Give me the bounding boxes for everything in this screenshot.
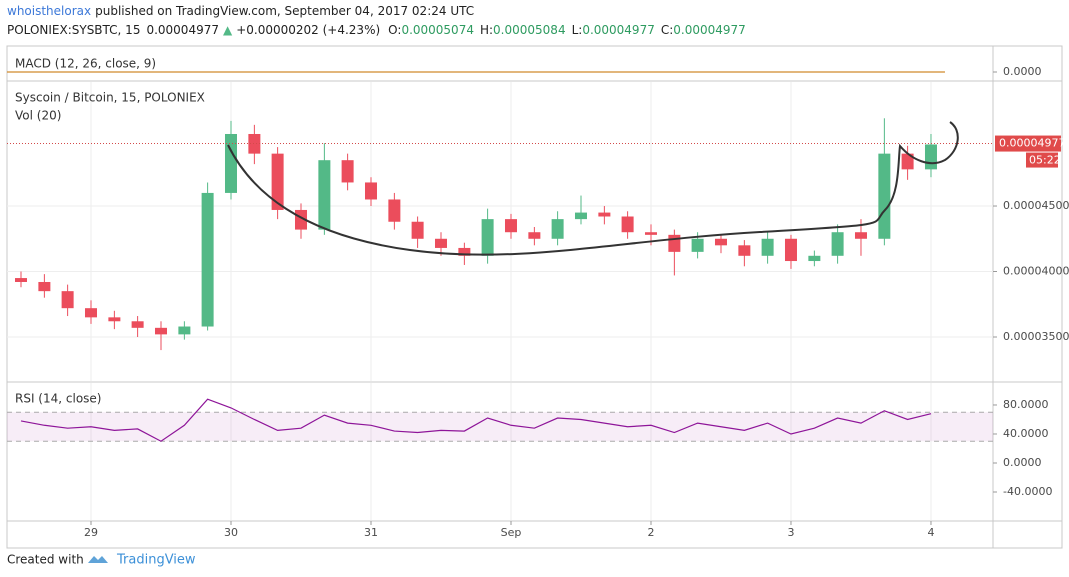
candle-body (621, 216, 634, 233)
ohlc-label: H: (480, 23, 493, 37)
candle-body (388, 199, 401, 222)
published: published on TradingView.com, September … (95, 4, 474, 18)
candle-body (668, 234, 681, 252)
y-tick-label: 0.0000 (1003, 456, 1042, 469)
candle-body (738, 245, 751, 256)
footer-created: Created with (7, 553, 84, 567)
y-tick-label: -40.0000 (1003, 485, 1052, 498)
candle-body (84, 308, 97, 318)
candle-body (644, 232, 657, 235)
candle-body (901, 153, 914, 170)
footer-brand[interactable]: TradingView (116, 553, 196, 568)
candle-body (411, 221, 424, 239)
ohlc-value: 0.00005084 (493, 23, 566, 37)
y-tick-label: 0.0000 (1003, 65, 1042, 78)
candle-body (714, 238, 727, 246)
candle-body (598, 212, 611, 217)
pane-title: RSI (14, close) (15, 392, 101, 406)
candle-body (878, 153, 891, 239)
candle-body (481, 219, 494, 256)
y-tick-label: 0.00004500 (1003, 199, 1069, 212)
pane-subtitle: Vol (20) (15, 109, 61, 123)
candle-body (784, 238, 797, 262)
y-tick-label: 80.0000 (1003, 398, 1049, 411)
pane-title: MACD (12, 26, close, 9) (15, 57, 156, 71)
candle-body (854, 232, 867, 239)
candle-body (178, 326, 191, 335)
candle-body (808, 255, 821, 262)
y-tick-label: 40.0000 (1003, 427, 1049, 440)
symbol: POLONIEX:SYSBTC, 15 (7, 23, 140, 37)
x-tick-label: 31 (364, 526, 378, 539)
countdown: 05:22 (1029, 154, 1061, 167)
candle-body (341, 160, 354, 183)
x-tick-label: 2 (647, 526, 654, 539)
change: +0.00000202 (+4.23%) (236, 23, 380, 37)
candle-body (14, 278, 27, 282)
author[interactable]: whoisthelorax (7, 4, 91, 18)
candle-body (364, 182, 377, 200)
candle-body (761, 238, 774, 256)
rsi-band (7, 412, 993, 442)
ohlc-label: O: (388, 23, 401, 37)
candle-body (574, 212, 587, 220)
pane-title: Syscoin / Bitcoin, 15, POLONIEX (15, 91, 205, 105)
arrow: ▲ (223, 23, 233, 37)
candle-body (61, 291, 74, 309)
candle-body (201, 192, 214, 327)
ohlc-value: 0.00004977 (673, 23, 746, 37)
y-tick-label: 0.00004000 (1003, 265, 1069, 278)
price: 0.00004977 (146, 23, 219, 37)
x-tick-label: 30 (224, 526, 238, 539)
candle-body (434, 238, 447, 248)
x-tick-label: 3 (787, 526, 794, 539)
y-tick-label: 0.00003500 (1003, 330, 1069, 343)
candle-body (551, 219, 564, 239)
plot-layer: 0.00003500 0.00004000 0.00004500 Syscoin / … (7, 57, 1069, 539)
ohlc-value: 0.00004977 (582, 23, 655, 37)
candle-body (154, 327, 167, 335)
candle-body (248, 133, 261, 154)
candle-body (924, 144, 937, 170)
symbol-line: POLONIEX:SYSBTC, 15 0.00004977 ▲ +0.0000020… (7, 23, 746, 37)
candle-body (294, 209, 307, 230)
ohlc-label: C: (661, 23, 673, 37)
ohlc-value: 0.00005074 (401, 23, 474, 37)
candle-body (224, 133, 237, 193)
candle-body (318, 160, 331, 230)
last-price-label: 0.00004977 (999, 137, 1065, 150)
candle-body (131, 321, 144, 328)
x-tick-label: 29 (84, 526, 98, 539)
candle-body (528, 232, 541, 239)
x-tick-label: 4 (927, 526, 934, 539)
candle-body (831, 232, 844, 256)
last-price-box (995, 135, 1061, 152)
candle-body (504, 219, 517, 233)
indicator-line (20, 398, 932, 442)
candle-body (458, 247, 471, 256)
candle-body (38, 281, 51, 292)
x-tick-label: Sep (501, 526, 522, 539)
countdown-box (1026, 152, 1058, 168)
candle-body (108, 317, 121, 322)
candle-body (271, 153, 284, 210)
frame (6, 45, 1063, 549)
tv-logo (88, 556, 108, 563)
ohlc-label: L: (572, 23, 583, 37)
publish-line: whoisthelorax published on TradingView.co… (7, 4, 474, 18)
candle-body (691, 238, 704, 252)
hand-drawn-cup (227, 121, 959, 256)
